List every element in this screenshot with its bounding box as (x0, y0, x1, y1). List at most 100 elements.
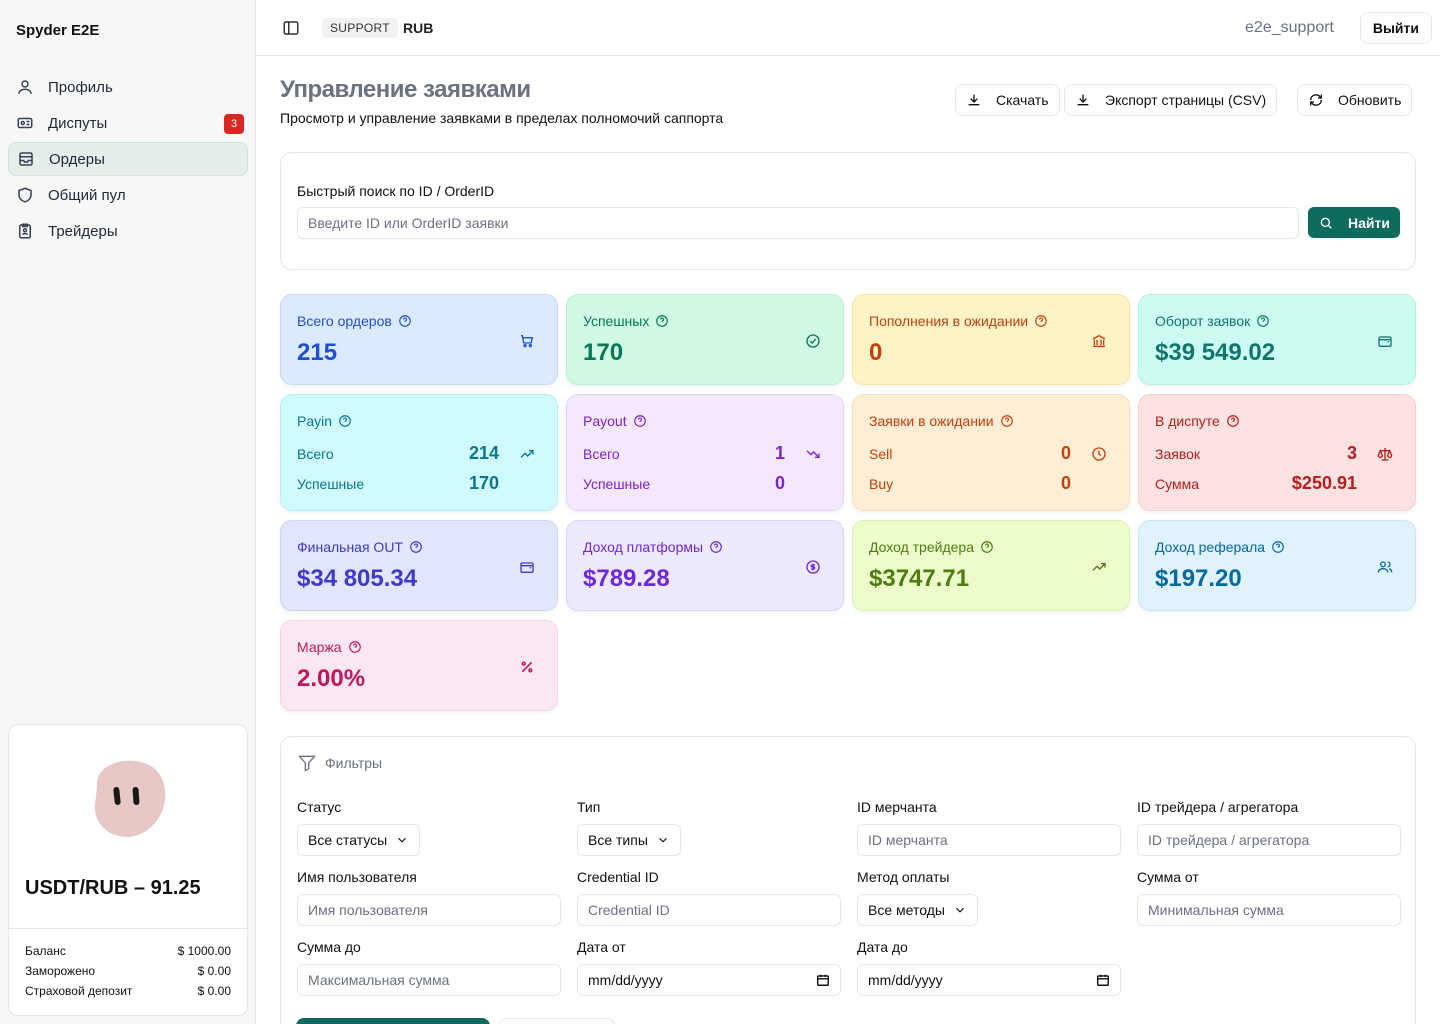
download-label: Скачать (996, 92, 1049, 108)
field-label: Метод оплаты (857, 869, 950, 885)
insurance-label: Страховой депозит (25, 984, 133, 998)
field-label: Имя пользователя (297, 869, 417, 885)
stat-label: Доход платформы (583, 539, 723, 555)
filters-card: Фильтры Статус Все статусы Тип Все типы … (280, 736, 1416, 1024)
sidebar-item-orders[interactable]: Ордеры (8, 142, 248, 176)
users-icon (1377, 561, 1393, 573)
rate-card: USDT/RUB – 91.25 Баланс $ 1000.00 Заморо… (8, 724, 248, 1016)
help-icon[interactable] (1226, 414, 1240, 428)
help-icon[interactable] (348, 640, 362, 654)
sidebar-nav: Профиль Диспуты 3 Ордеры Общий пул Трейд… (8, 70, 248, 250)
stat-payout: Payout Всего 1 Успешные 0 (566, 394, 844, 511)
stat-dispute: В диспуте Заявок 3 Сумма $250.91 (1138, 394, 1416, 511)
stat-row: Buy 0 (869, 473, 1071, 493)
field-label: Тип (577, 799, 601, 815)
reset-filters-button[interactable] (499, 1018, 615, 1024)
trending-down-icon (806, 450, 820, 458)
stat-label: Payin (297, 413, 352, 429)
chevron-down-icon (398, 837, 407, 843)
sidebar-item-label: Ордеры (49, 150, 105, 168)
help-icon[interactable] (655, 314, 669, 328)
username-filter: Имя пользователя Имя пользователя (297, 869, 561, 926)
frozen-label: Заморожено (25, 964, 96, 978)
search-icon (1320, 217, 1332, 229)
currency-label: RUB (403, 20, 434, 36)
calendar-icon[interactable] (1096, 973, 1110, 987)
field-label: Дата до (857, 939, 908, 955)
stat-value: 0 (869, 339, 883, 366)
sidebar-item-label: Трейдеры (48, 222, 118, 240)
clock-icon (1092, 447, 1106, 461)
help-icon[interactable] (709, 540, 723, 554)
date-to-input[interactable]: mm/dd/yyyy (857, 964, 1121, 996)
stat-row: Sell 0 (869, 443, 1071, 463)
chevron-down-icon (956, 907, 964, 913)
search-input[interactable] (297, 207, 1299, 239)
help-icon[interactable] (1034, 314, 1048, 328)
stat-label: Маржа (297, 639, 362, 655)
stat-row: Успешные 170 (297, 473, 499, 493)
apply-filters-button[interactable] (296, 1018, 490, 1024)
refresh-button[interactable]: Обновить (1297, 84, 1413, 116)
help-icon[interactable] (1256, 314, 1270, 328)
calendar-icon[interactable] (816, 973, 830, 987)
search-button[interactable]: Найти (1308, 207, 1400, 238)
percent-icon (521, 661, 533, 673)
exchange-rate: USDT/RUB – 91.25 (25, 877, 201, 899)
field-label: Статус (297, 799, 342, 815)
credential-filter: Credential ID Credential ID (577, 869, 841, 926)
credential-id-input[interactable]: Credential ID (577, 894, 841, 926)
status-select[interactable]: Все статусы (297, 824, 421, 856)
date-from-input[interactable]: mm/dd/yyyy (577, 964, 841, 996)
quick-search-card: Быстрый поиск по ID / OrderID Найти (280, 152, 1416, 270)
amount-to-input[interactable]: Максимальная сумма (297, 964, 561, 996)
stat-trader-income: Доход трейдера $3747.71 (852, 520, 1130, 611)
stat-row: Успешные 0 (583, 473, 785, 493)
date-from-filter: Дата от mm/dd/yyyy (577, 939, 841, 996)
username: e2e_support (1245, 19, 1334, 36)
help-icon[interactable] (338, 414, 352, 428)
id-badge-icon (19, 223, 31, 239)
help-icon[interactable] (409, 540, 423, 554)
help-icon[interactable] (1000, 414, 1014, 428)
sidebar-toggle-icon[interactable] (282, 19, 300, 37)
frozen-row: Заморожено $ 0.00 (25, 964, 231, 978)
wallet-icon (520, 562, 534, 573)
method-select[interactable]: Все методы (857, 894, 978, 926)
help-icon[interactable] (633, 414, 647, 428)
main-content: Управление заявками Просмотр и управлени… (256, 56, 1440, 1024)
sidebar-item-label: Общий пул (48, 186, 126, 204)
bank-icon (1092, 334, 1106, 347)
trader-id-input[interactable]: ID трейдера / агрегатора (1137, 824, 1401, 856)
filters-title: Фильтры (325, 755, 383, 771)
username-input[interactable]: Имя пользователя (297, 894, 561, 926)
field-label: ID мерчанта (857, 799, 937, 815)
dollar-circle-icon (806, 560, 820, 574)
insurance-row: Страховой депозит $ 0.00 (25, 984, 231, 998)
field-label: ID трейдера / агрегатора (1137, 799, 1299, 815)
wallet-icon (1378, 336, 1392, 347)
help-icon[interactable] (398, 314, 412, 328)
logout-button[interactable]: Выйти (1359, 12, 1432, 44)
stat-label: Пополнения в ожидании (869, 313, 1048, 329)
merchant-id-input[interactable]: ID мерчанта (857, 824, 1121, 856)
stat-row: Сумма $250.91 (1155, 473, 1357, 493)
export-csv-button[interactable]: Экспорт страницы (CSV) (1064, 84, 1278, 116)
sidebar-item-pool[interactable]: Общий пул (8, 178, 248, 212)
stat-label: Финальная OUT (297, 539, 423, 555)
sidebar-item-profile[interactable]: Профиль (8, 70, 248, 104)
chevron-down-icon (658, 837, 667, 843)
method-filter: Метод оплаты Все методы (857, 869, 1121, 926)
type-select[interactable]: Все типы (577, 824, 681, 856)
amount-from-input[interactable]: Минимальная сумма (1137, 894, 1401, 926)
sidebar-item-traders[interactable]: Трейдеры (8, 214, 248, 248)
user-icon (18, 80, 32, 94)
help-icon[interactable] (980, 540, 994, 554)
brand-title: Spyder E2E (16, 22, 100, 39)
refresh-icon (1310, 94, 1322, 106)
stat-pending-deposits: Пополнения в ожидании 0 (852, 294, 1130, 385)
sidebar-item-disputes[interactable]: Диспуты 3 (8, 106, 248, 140)
download-button[interactable]: Скачать (955, 84, 1060, 116)
help-icon[interactable] (1271, 540, 1285, 554)
stat-label: Доход реферала (1155, 539, 1285, 555)
